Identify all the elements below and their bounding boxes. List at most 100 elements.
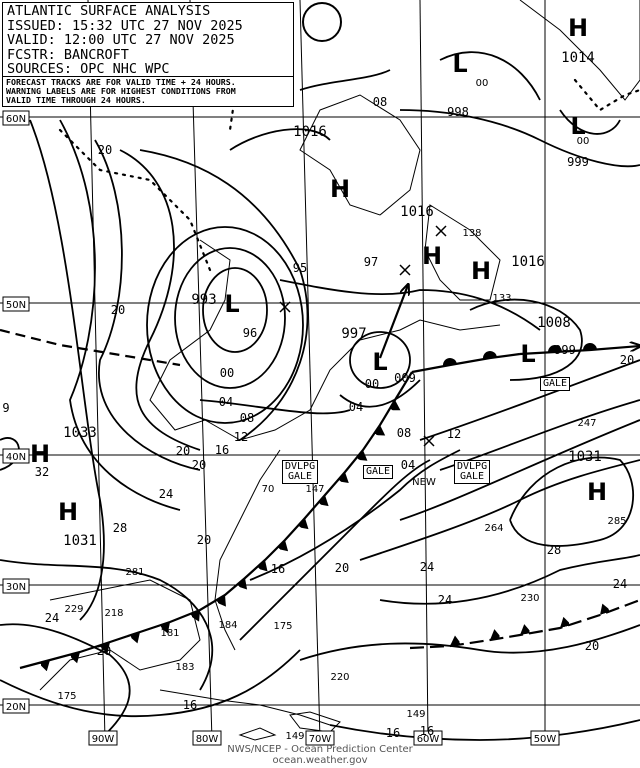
isobar-label: 32 [35, 465, 49, 479]
warning-label: GALE [363, 465, 394, 479]
isobar-label: 999 [567, 155, 589, 169]
observation-value: 281 [125, 567, 144, 578]
isobar-label: 16 [420, 724, 434, 738]
isobar-label: 16 [271, 562, 285, 576]
high-pressure-value: 1016 [511, 254, 545, 270]
low-pressure-center: L [452, 50, 467, 78]
latitude-label: 40N [6, 452, 26, 463]
noaa-logo [302, 2, 342, 42]
stationary-front [409, 598, 640, 650]
longitude-label: 80W [196, 734, 219, 745]
warm-front [411, 351, 521, 374]
isobar-label: 12 [447, 427, 461, 441]
isobar-label: 20 [98, 143, 112, 157]
isobar-label: 04 [349, 400, 363, 414]
label-box [530, 730, 560, 746]
observation-value: 285 [607, 516, 626, 527]
isobar-label: 00 [220, 366, 234, 380]
latitude-label: 50N [6, 300, 26, 311]
label-box [2, 296, 30, 312]
isobar-label: 08 [240, 411, 254, 425]
title-block: ATLANTIC SURFACE ANALYSIS ISSUED: 15:32 … [2, 2, 294, 79]
observation-value: 133 [492, 293, 511, 304]
longitude-label: 60W [417, 734, 440, 745]
isobar-label: 24 [438, 593, 452, 607]
high-pressure-center: H [471, 257, 491, 285]
observation-value: 175 [273, 621, 292, 632]
observation-value: 264 [484, 523, 503, 534]
isobar-label: 20 [585, 639, 599, 653]
isobar-label: 20 [111, 303, 125, 317]
isobar-label: 999 [554, 343, 576, 357]
observation-value: 181 [160, 628, 179, 639]
low-pressure-value: 1008 [537, 315, 571, 331]
sources: SOURCES: OPC NHC WPC [7, 61, 170, 77]
high-pressure-center: H [587, 478, 607, 506]
high-pressure-value: 1033 [63, 425, 97, 441]
note-line: WARNING LABELS ARE FOR HIGHEST CONDITION… [6, 86, 236, 96]
cold-front [19, 371, 413, 668]
observation-value: 138 [462, 228, 481, 239]
observation-value: 149 [285, 731, 304, 742]
high-pressure-value: 1014 [561, 50, 595, 66]
valid-time: VALID: 12:00 UTC 27 NOV 2025 [7, 32, 235, 48]
isobar-label: 20 [192, 458, 206, 472]
footer-url: ocean.weather.gov [272, 755, 368, 766]
low-pressure-value: 997 [341, 326, 366, 342]
low-pressure-value: 00 [476, 78, 489, 89]
low-pressure-value: 993 [191, 292, 216, 308]
high-pressure-center: H [30, 440, 50, 468]
label-box [2, 578, 30, 594]
isobar-label: 00 [365, 377, 379, 391]
high-pressure-center: H [58, 498, 78, 526]
longitude-label: 70W [309, 734, 332, 745]
low-pressure-center: L [520, 340, 535, 368]
fronts [0, 78, 640, 668]
new-label: NEW [412, 477, 436, 488]
label-box [192, 730, 222, 746]
warning-label: DVLPG GALE [454, 460, 491, 484]
isobar-label: 08 [397, 426, 411, 440]
forecast-note: FORECAST TRACKS ARE FOR VALID TIME + 24 … [2, 76, 294, 107]
low-pressure-value: 00 [577, 136, 590, 147]
arctic-front-3 [573, 78, 640, 112]
note-line: FORECAST TRACKS ARE FOR VALID TIME + 24 … [6, 77, 236, 87]
label-box [413, 730, 443, 746]
isobar-label: 08 [373, 95, 387, 109]
isobar-label: 24 [159, 487, 173, 501]
high-pressure-center: H [330, 175, 350, 203]
isobar-label: 24 [420, 560, 434, 574]
high-pressure-value: 1031 [63, 533, 97, 549]
isobar-label: 998 [447, 105, 469, 119]
observation-value: 70 [262, 484, 275, 495]
forecaster: FCSTR: BANCROFT [7, 46, 129, 63]
isobar-label: 9 [2, 401, 9, 415]
latitude-label: 60N [6, 114, 26, 125]
isobar-label: 04 [219, 395, 233, 409]
observation-value: 175 [57, 691, 76, 702]
high-pressure-center: H [568, 14, 588, 42]
high-pressure-value: 1031 [568, 449, 602, 465]
isobar-label: 24 [613, 577, 627, 591]
observation-value: 230 [520, 593, 539, 604]
map-title: ATLANTIC SURFACE ANALYSIS [7, 3, 211, 19]
trough [0, 328, 181, 367]
isobar-label: 16 [183, 698, 197, 712]
note-line: VALID TIME THROUGH 24 HOURS. [6, 95, 146, 105]
isobar-label: 24 [45, 611, 59, 625]
warning-label: GALE [540, 377, 571, 391]
isobar-label: 96 [243, 326, 257, 340]
isobar-label: 04 [401, 458, 415, 472]
issued-time: ISSUED: 15:32 UTC 27 NOV 2025 [7, 17, 243, 34]
arctic-front [58, 128, 212, 272]
storm-markers [279, 225, 447, 447]
isobar-label: 97 [364, 255, 378, 269]
label-box [305, 730, 335, 746]
isobar-label: 28 [113, 521, 127, 535]
occluded-front [519, 346, 640, 356]
label-box [2, 110, 30, 126]
longitude-label: 50W [534, 734, 557, 745]
high-pressure-value: 1016 [293, 124, 327, 140]
